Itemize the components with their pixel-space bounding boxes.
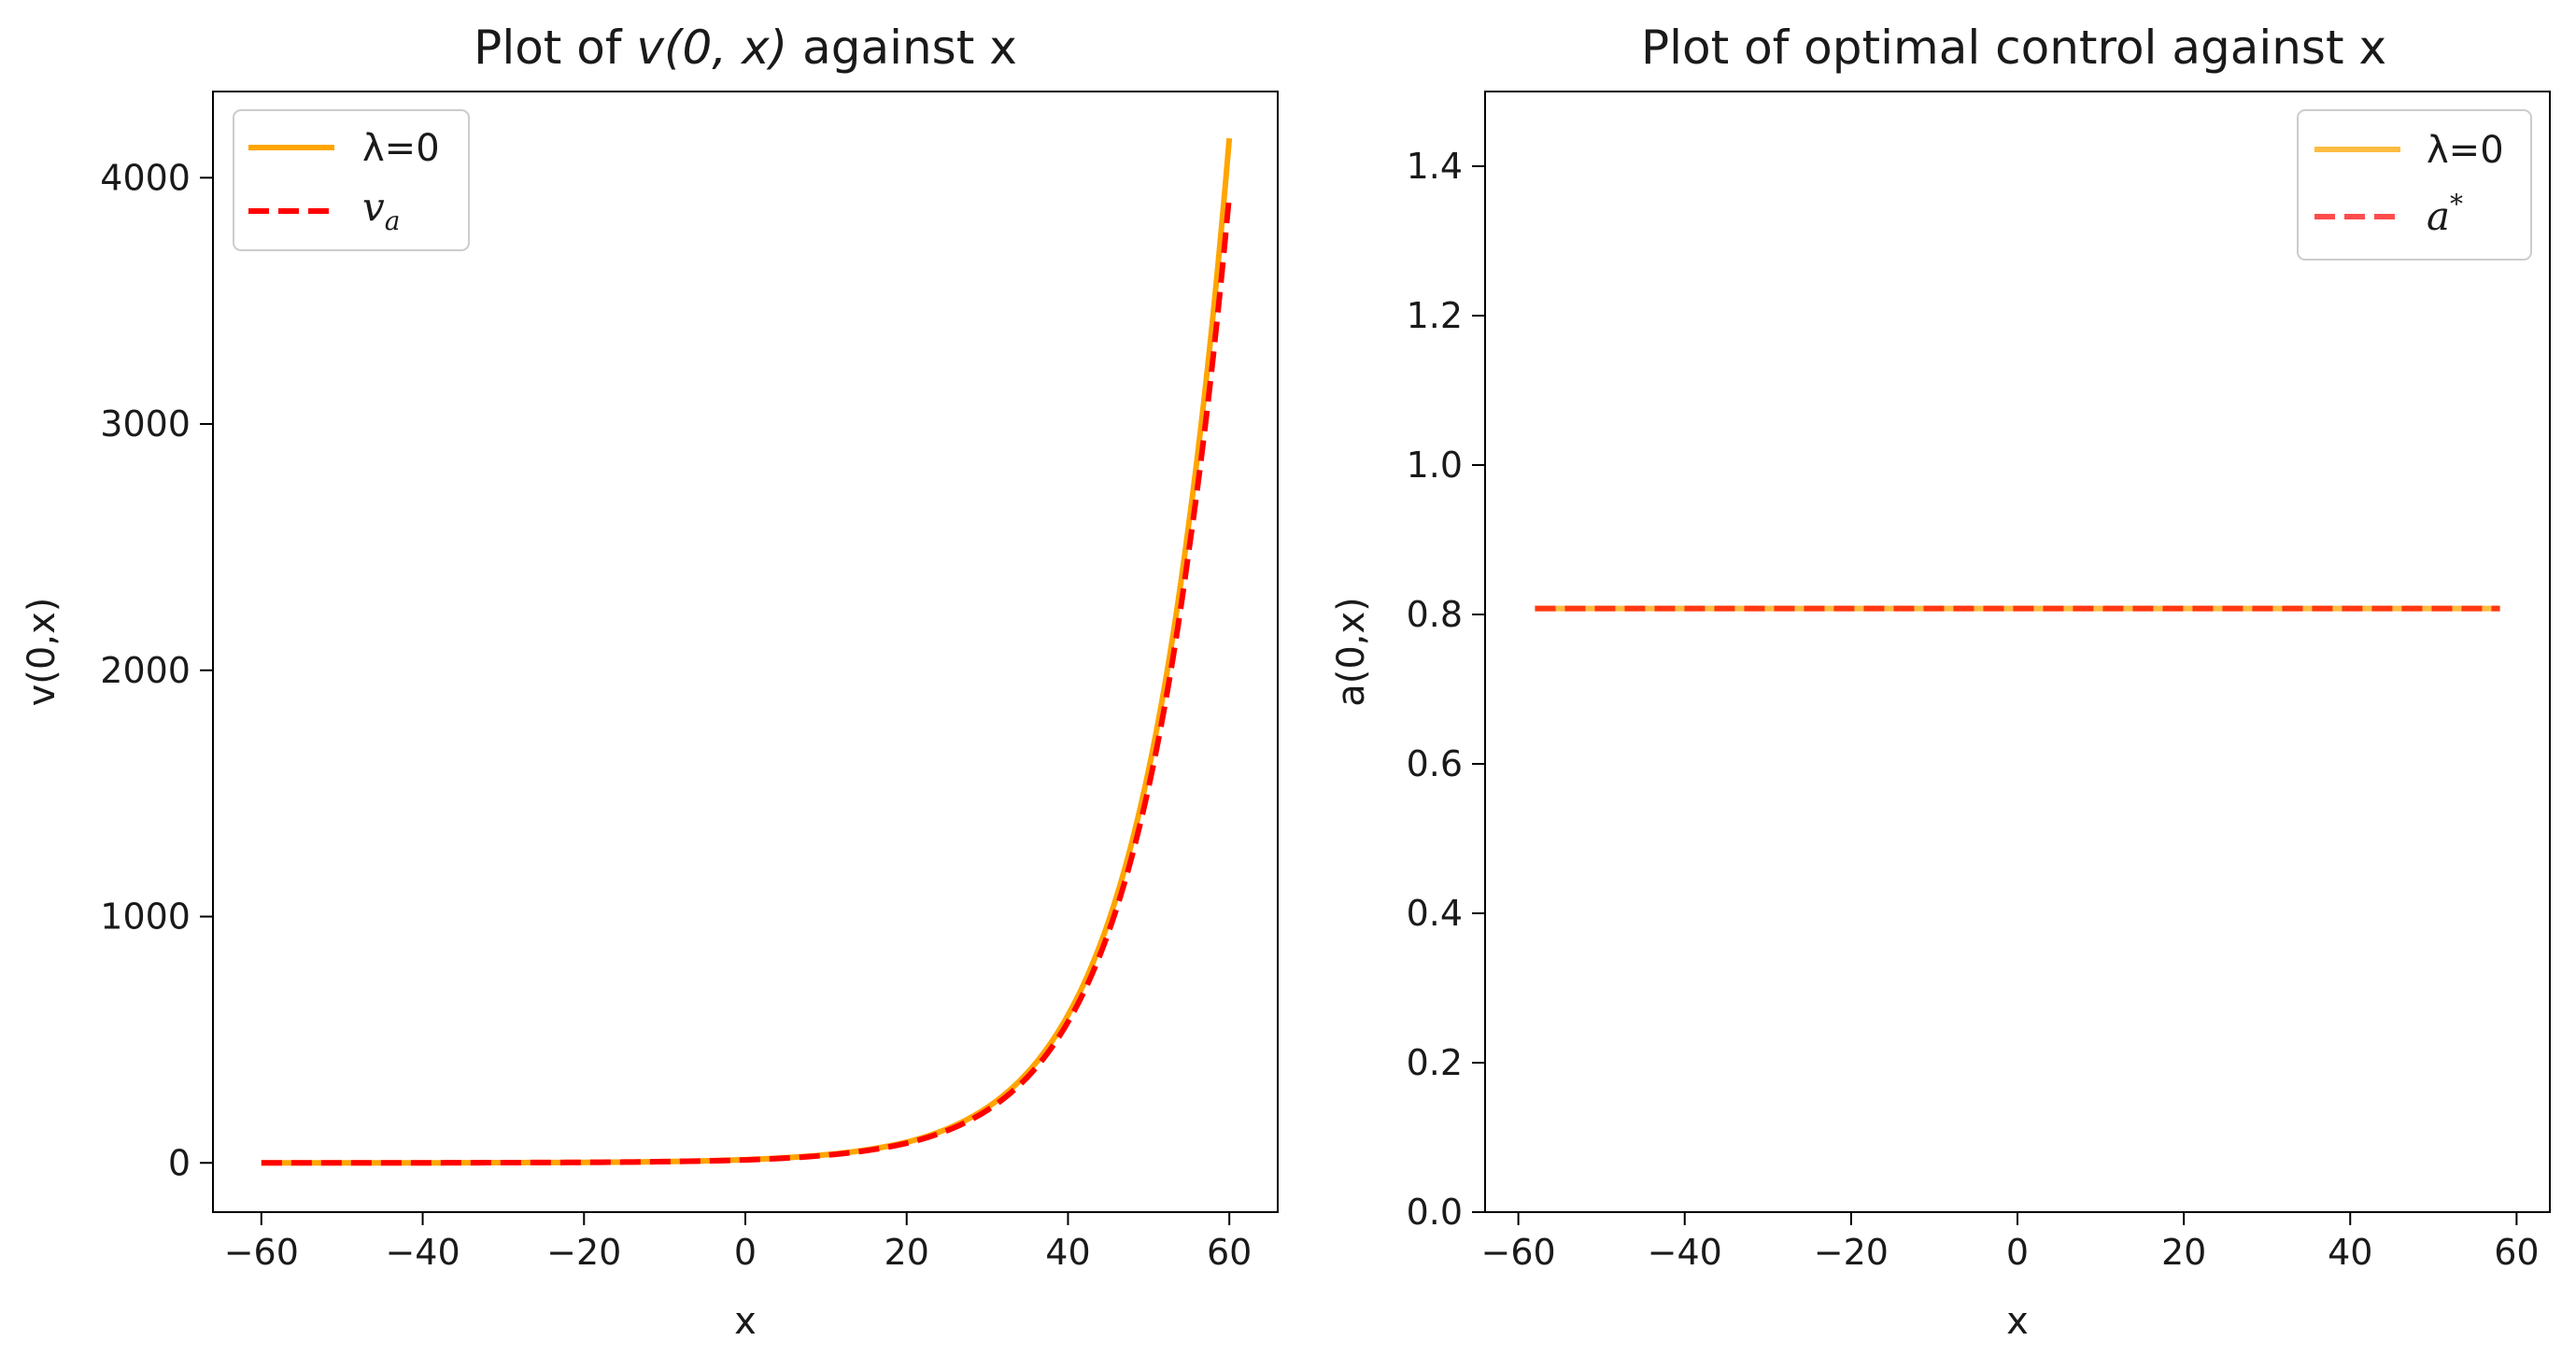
value-plot-frame (212, 91, 1279, 1213)
control-y-tick-label: 0.4 (1407, 893, 1463, 934)
control-x-axis-label: x (2006, 1300, 2029, 1343)
control-y-tick-label: 0.6 (1407, 743, 1463, 784)
legend-label-va: va (362, 184, 400, 236)
control-y-tick-label: 0.0 (1407, 1192, 1463, 1233)
value-x-tick-label: −60 (224, 1232, 299, 1273)
value-plot-area (261, 137, 1233, 1166)
value-y-tick-label: 3000 (100, 403, 191, 445)
value-legend: λ=0 va (233, 109, 470, 251)
value-y-ticks: 0 1000 2000 3000 4000 (100, 157, 213, 1183)
value-x-tick-label: −20 (546, 1232, 621, 1273)
control-plot-title: Plot of optimal control against x (1641, 21, 2386, 75)
legend-label-lambda-right: λ=0 (2427, 129, 2504, 172)
control-x-tick-label: −20 (1814, 1232, 1889, 1273)
control-legend: λ=0 a* (2297, 109, 2532, 261)
control-x-tick-label: 0 (2006, 1232, 2029, 1273)
control-y-tick-label: 1.0 (1407, 445, 1463, 486)
value-x-tick-label: 20 (885, 1232, 929, 1273)
value-series-solid-line (261, 137, 1233, 1166)
value-x-axis-label: x (734, 1300, 757, 1343)
value-x-tick-label: 0 (734, 1232, 757, 1273)
value-series-dashed-line (261, 194, 1233, 1166)
control-y-tick-label: 0.2 (1407, 1042, 1463, 1083)
control-x-ticks: −60 −40 −20 0 20 40 60 (1481, 1212, 2540, 1273)
value-y-tick-label: 4000 (100, 157, 191, 198)
value-function-panel: Plot of v(0, x) against x −60 −40 −20 0 20 40… (21, 21, 1279, 1343)
value-plot-title: Plot of v(0, x) against x (474, 21, 1017, 75)
control-y-tick-label: 1.4 (1407, 146, 1463, 187)
optimal-control-panel: Plot of optimal control against x −60 −40… (1330, 21, 2551, 1343)
control-y-tick-label: 1.2 (1407, 295, 1463, 336)
control-y-tick-label: 0.8 (1407, 594, 1463, 635)
control-y-axis-label: a(0,x) (1330, 597, 1373, 707)
control-y-ticks: 0.0 0.2 0.4 0.6 0.8 1.0 1.2 1.4 (1407, 146, 1485, 1233)
value-y-tick-label: 0 (168, 1142, 191, 1183)
legend-label-lambda: λ=0 (362, 127, 440, 170)
value-x-tick-label: 40 (1045, 1232, 1090, 1273)
value-y-tick-label: 2000 (100, 650, 191, 691)
control-x-tick-label: 20 (2161, 1232, 2206, 1273)
legend-label-astar: a* (2427, 189, 2463, 239)
control-x-tick-label: −40 (1648, 1232, 1722, 1273)
value-x-ticks: −60 −40 −20 0 20 40 60 (224, 1212, 1252, 1273)
value-x-tick-label: 60 (1207, 1232, 1252, 1273)
value-x-tick-label: −40 (385, 1232, 460, 1273)
control-x-tick-label: 60 (2494, 1232, 2539, 1273)
value-y-tick-label: 1000 (100, 896, 191, 938)
control-x-tick-label: −60 (1481, 1232, 1556, 1273)
value-y-axis-label: v(0,x) (21, 598, 64, 707)
control-x-tick-label: 40 (2328, 1232, 2372, 1273)
